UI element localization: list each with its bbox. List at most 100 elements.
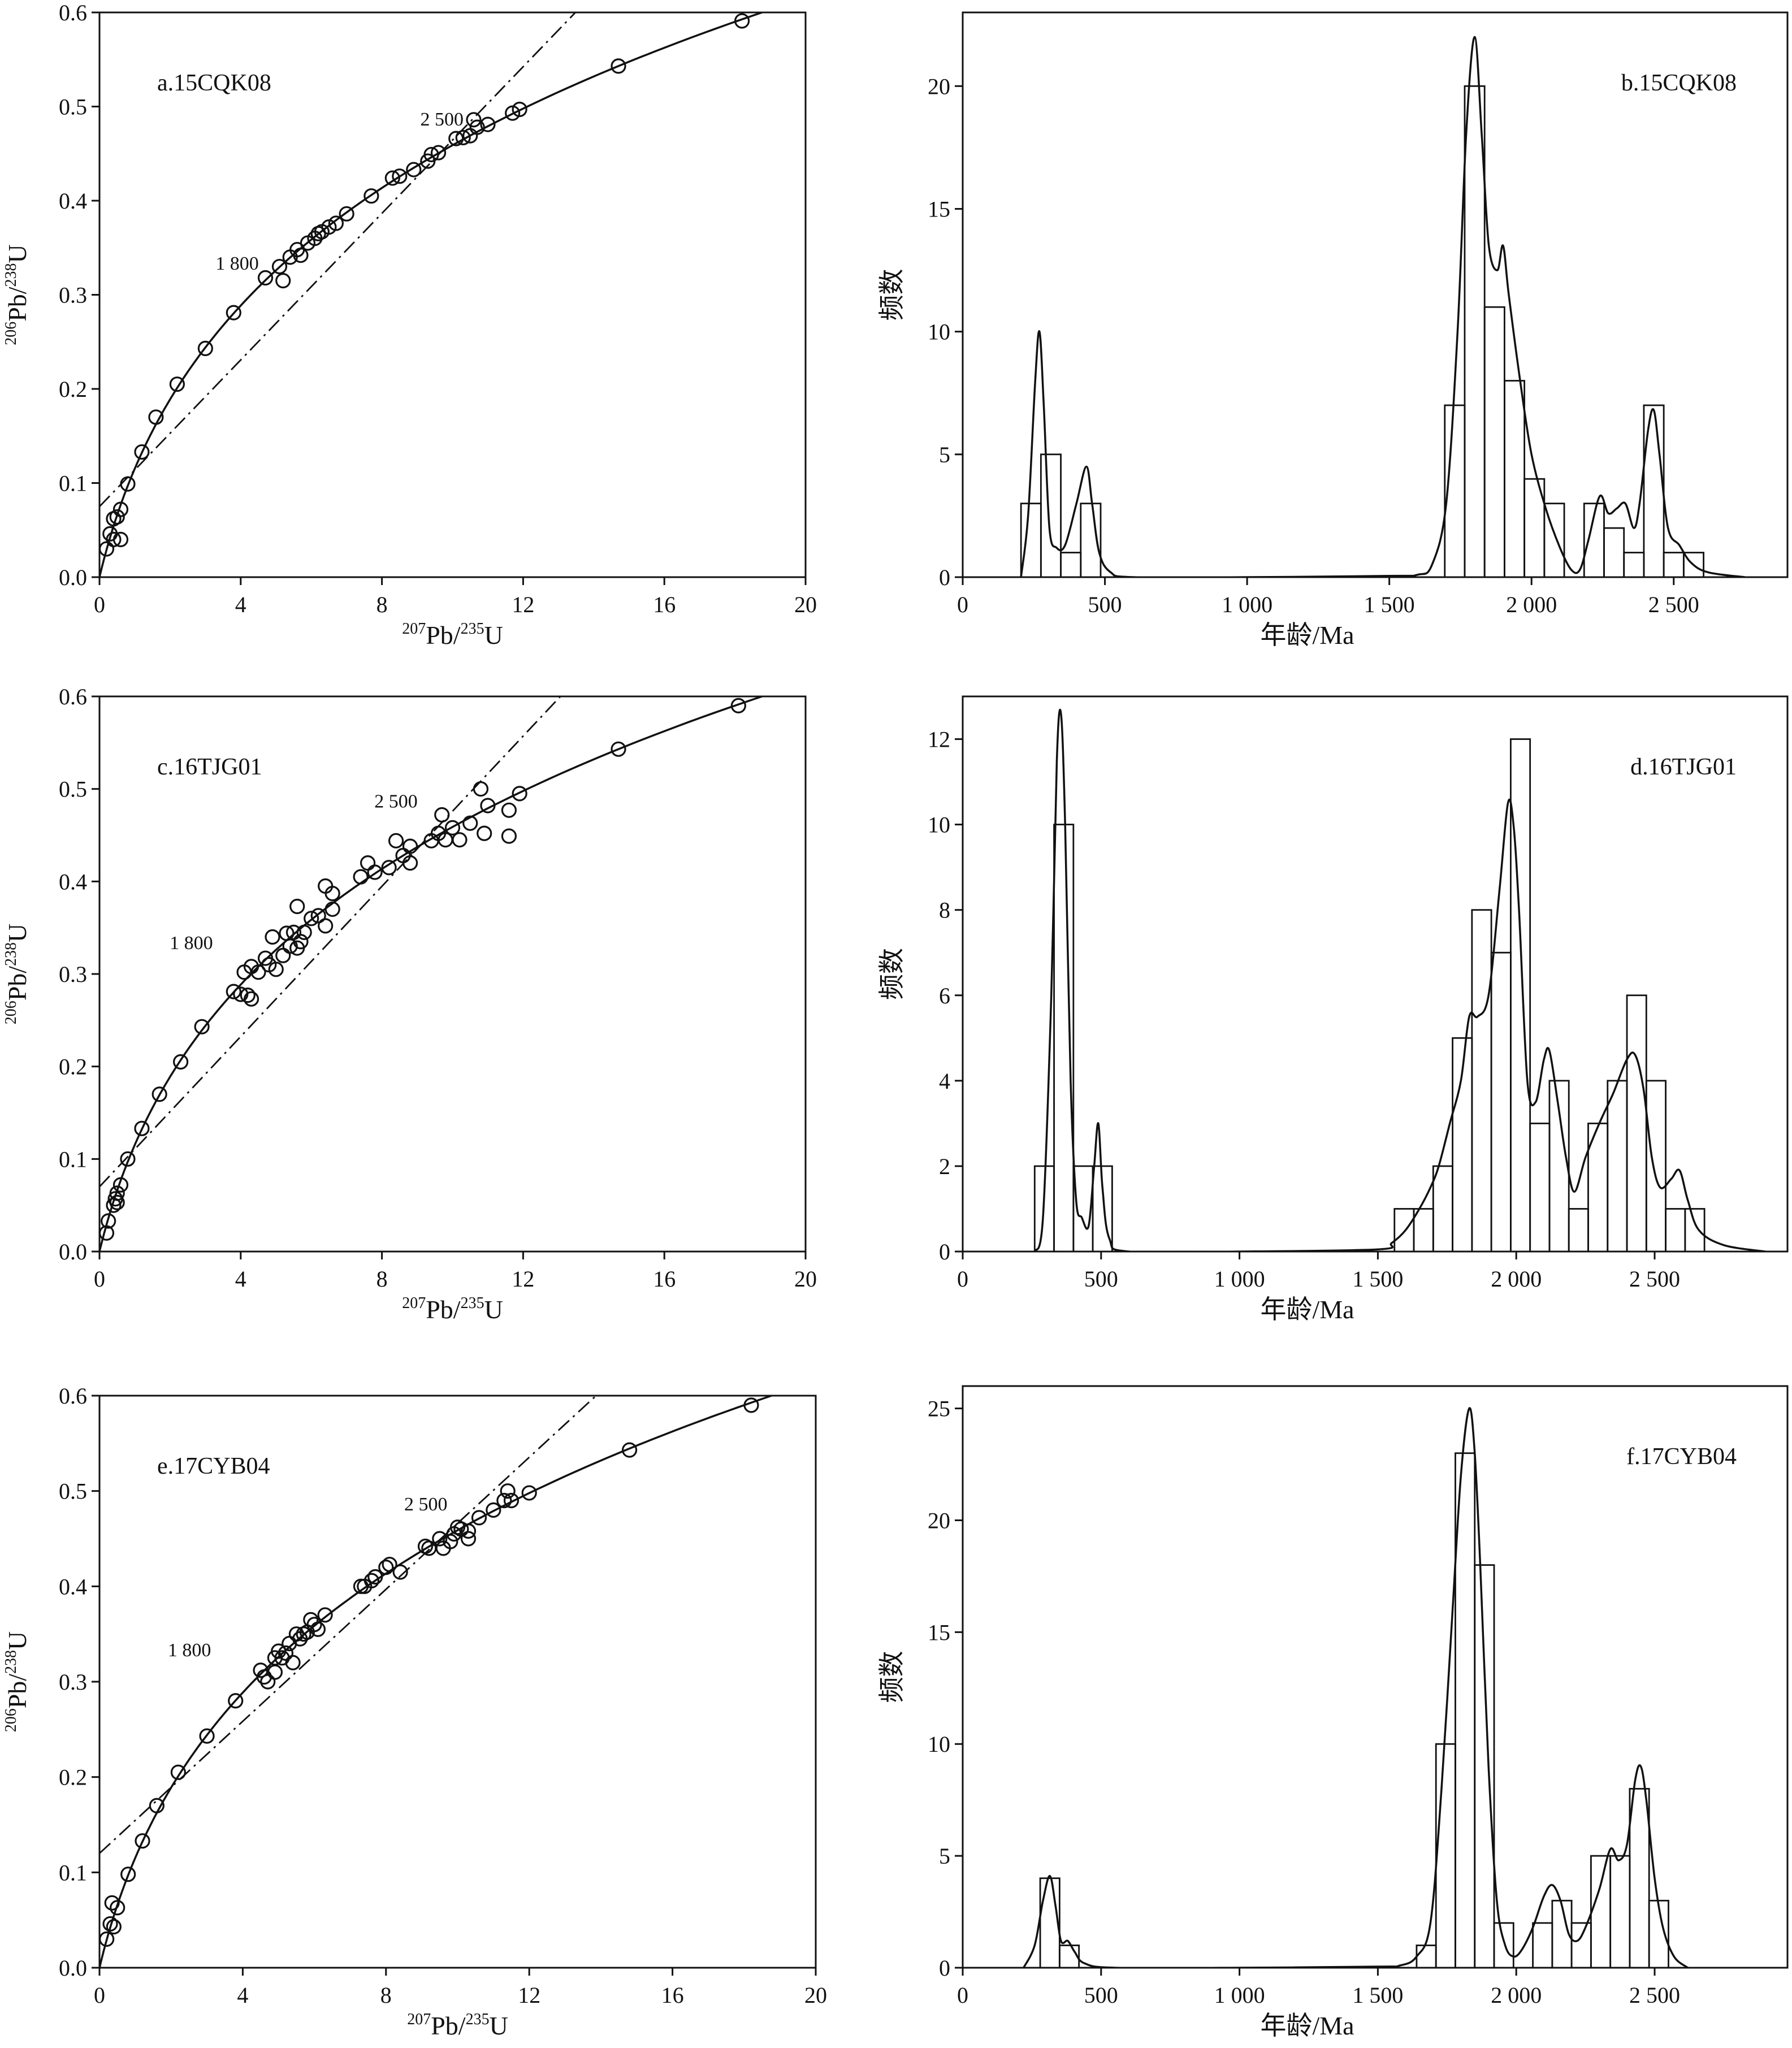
data-point [101, 1213, 116, 1229]
data-point [199, 1728, 215, 1744]
age-label: 2 500 [404, 1494, 448, 1515]
y-tick-label: 0.5 [59, 1479, 87, 1504]
histogram-bar [1629, 1787, 1650, 1968]
data-point [250, 964, 266, 980]
plot-area [99, 12, 765, 577]
data-point [501, 802, 517, 818]
data-point [169, 376, 185, 392]
data-point [384, 170, 400, 186]
data-point [521, 1485, 537, 1501]
histogram-bar [1570, 1922, 1592, 1968]
histogram-bar [1665, 1208, 1686, 1252]
data-point [360, 855, 376, 871]
x-tick-label: 500 [1084, 1982, 1118, 2008]
y-tick-label: 0.3 [59, 962, 87, 987]
plot-area [99, 1396, 775, 1968]
data-point [471, 1510, 487, 1526]
histogram-bar [1040, 453, 1062, 577]
y-tick-label: 0.5 [59, 94, 87, 120]
plot-area [1020, 36, 1745, 577]
data-point [285, 1655, 301, 1670]
data-point [112, 1177, 129, 1193]
data-point [501, 828, 517, 844]
histogram-bar [1039, 1877, 1061, 1968]
y-tick-label: 0.5 [59, 777, 87, 802]
histogram-bar [1393, 1208, 1415, 1252]
data-point [367, 864, 383, 880]
panel-label: e.17CYB04 [157, 1453, 270, 1479]
histogram-bar [1626, 994, 1647, 1252]
x-tick-label: 500 [1088, 592, 1122, 617]
data-point [240, 988, 256, 1003]
y-tick-label: 6 [939, 983, 950, 1008]
plot-area [1023, 1407, 1689, 1968]
data-point [434, 807, 450, 823]
age-label: 2 500 [420, 109, 464, 130]
x-tick-label: 8 [376, 592, 388, 617]
y-tick-label: 10 [928, 319, 950, 345]
data-point [503, 1492, 520, 1509]
y-axis-label: 频数 [877, 1651, 906, 1703]
x-axis-label: 年龄/Ma [1260, 1295, 1354, 1324]
x-tick-label: 16 [653, 592, 676, 617]
data-point [148, 409, 164, 425]
y-tick-label: 0.0 [59, 565, 87, 590]
panel-label: f.17CYB04 [1626, 1444, 1737, 1470]
data-point [363, 1573, 380, 1588]
data-point [328, 215, 344, 231]
panel-b: 0 500 1 000 1 500 2 000 2 500 0 5 10 15 20 b.15CQK0… [877, 11, 1789, 650]
x-tick-label: 8 [376, 1266, 388, 1292]
panel-label: c.16TJG01 [157, 754, 262, 780]
data-point [423, 146, 439, 163]
histogram-bar [1607, 1080, 1628, 1252]
x-tick-label: 1 000 [1214, 1982, 1265, 2008]
x-tick-label: 2 500 [1648, 592, 1699, 617]
histogram-bar [1568, 1208, 1589, 1252]
data-point [743, 1397, 759, 1413]
y-tick-label: 5 [939, 1843, 950, 1869]
histogram-bar [1645, 1080, 1667, 1252]
histogram-bar [1663, 552, 1685, 577]
data-point [496, 1492, 512, 1509]
data-point [460, 1531, 477, 1547]
histogram-bar [1060, 552, 1082, 577]
x-tick-label: 1 000 [1222, 592, 1272, 617]
histogram-bar [1623, 552, 1645, 577]
x-tick-label: 12 [512, 1266, 534, 1292]
age-label: 1 800 [170, 933, 213, 954]
data-point [135, 1833, 150, 1849]
x-tick-label: 1 500 [1364, 592, 1415, 617]
data-point [318, 918, 334, 934]
data-point [730, 698, 746, 713]
data-point [734, 13, 750, 29]
data-point [432, 1531, 448, 1547]
histogram-bar [1432, 1165, 1453, 1252]
histogram-bar [1548, 1080, 1570, 1252]
data-point [271, 258, 288, 275]
y-tick-label: 0.0 [59, 1955, 87, 1981]
kde-curve [1033, 708, 1766, 1252]
histogram-bar [1682, 552, 1704, 577]
x-tick-label: 2 500 [1629, 1266, 1680, 1292]
data-point [462, 815, 478, 831]
y-tick-label: 0.1 [59, 1146, 87, 1172]
data-point [392, 1564, 408, 1580]
y-axis-label: 频数 [877, 948, 906, 1000]
data-point [296, 924, 312, 940]
histogram-bar [1684, 1208, 1706, 1252]
data-point [611, 741, 626, 757]
data-point [120, 476, 136, 492]
y-axis-label: 206Pb/238U [2, 924, 32, 1025]
kde-curve [1023, 1407, 1689, 1968]
y-tick-label: 20 [928, 73, 950, 99]
x-tick-label: 0 [94, 1266, 105, 1292]
data-point [353, 869, 369, 885]
y-tick-label: 0.4 [59, 869, 87, 894]
data-point [243, 991, 259, 1007]
histogram-bar [1474, 1564, 1495, 1968]
panel-f: 0 500 1 000 1 500 2 000 2 500 0 5 10 15 20 25 f.17CY… [877, 1385, 1789, 2040]
data-point [194, 1019, 210, 1034]
x-axis-label: 年龄/Ma [1260, 2011, 1354, 2040]
data-point [402, 838, 418, 854]
